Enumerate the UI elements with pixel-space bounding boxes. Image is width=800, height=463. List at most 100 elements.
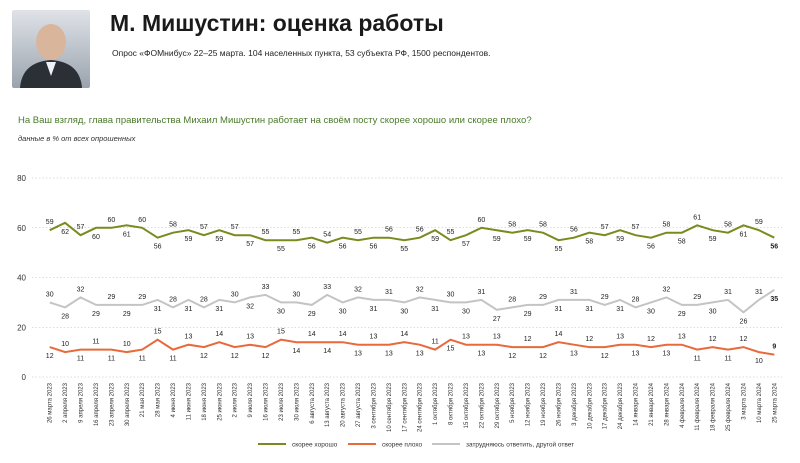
x-tick-label: 16 апреля 2023 <box>94 382 100 426</box>
x-tick-label: 6 августа 2023 <box>310 382 316 423</box>
data-label: 15 <box>154 329 162 336</box>
data-label: 13 <box>185 334 193 341</box>
data-label: 59 <box>616 236 624 243</box>
series-line <box>49 338 775 356</box>
data-label: 28 <box>169 296 177 303</box>
data-label: 11 <box>77 356 84 363</box>
data-label: 58 <box>678 239 686 246</box>
data-label: 56 <box>570 227 578 234</box>
x-tick-label: 3 декабря 2023 <box>572 382 578 426</box>
data-label: 56 <box>339 244 347 251</box>
data-label: 29 <box>123 311 131 318</box>
x-tick-label: 14 января 2024 <box>634 382 640 426</box>
data-label: 31 <box>555 306 563 313</box>
data-label: 29 <box>524 311 532 318</box>
data-label: 30 <box>447 291 455 298</box>
data-label: 10 <box>755 358 763 365</box>
data-label: 58 <box>169 222 177 229</box>
data-label: 30 <box>400 308 408 315</box>
data-label: 60 <box>138 217 146 224</box>
data-label: 12 <box>524 336 532 343</box>
data-label: 31 <box>477 289 485 296</box>
x-tick-label: 25 марта 2024 <box>772 382 778 423</box>
data-label: 30 <box>647 308 655 315</box>
data-label: 29 <box>92 311 100 318</box>
data-label: 30 <box>46 291 54 298</box>
data-label: 57 <box>200 224 208 231</box>
data-label: 55 <box>555 246 563 253</box>
data-label: 32 <box>354 286 362 293</box>
x-tick-label: 21 мая 2023 <box>140 382 146 417</box>
x-tick-label: 17 декабря 2023 <box>603 382 609 429</box>
data-label: 35 <box>770 296 778 303</box>
chart-note: данные в % от всех опрошенных <box>18 134 136 143</box>
x-tick-label: 10 сентября 2023 <box>387 382 393 432</box>
data-label: 12 <box>508 353 516 360</box>
data-label: 29 <box>693 294 701 301</box>
data-label: 30 <box>277 308 285 315</box>
data-label: 14 <box>323 348 331 355</box>
x-tick-label: 2 июля 2023 <box>233 382 239 417</box>
x-tick-label: 15 октября 2023 <box>464 382 470 428</box>
data-label: 31 <box>185 306 193 313</box>
data-label: 58 <box>539 222 547 229</box>
data-label: 61 <box>693 214 701 221</box>
data-label: 56 <box>154 244 162 251</box>
x-tick-label: 3 сентября 2023 <box>371 382 377 428</box>
data-label: 28 <box>632 296 640 303</box>
data-label: 31 <box>370 306 378 313</box>
x-tick-label: 10 декабря 2023 <box>587 382 593 429</box>
data-label: 11 <box>724 356 731 363</box>
data-label: 56 <box>385 227 393 234</box>
data-label: 11 <box>694 356 701 363</box>
data-label: 12 <box>601 353 609 360</box>
x-tick-label: 4 февраля 2024 <box>680 382 686 428</box>
x-tick-label: 30 апреля 2023 <box>125 382 131 426</box>
data-label: 31 <box>385 289 393 296</box>
data-label: 14 <box>292 348 300 355</box>
data-label: 12 <box>539 353 547 360</box>
data-label: 13 <box>678 334 686 341</box>
data-label: 55 <box>400 246 408 253</box>
data-label: 13 <box>477 351 485 358</box>
data-label: 14 <box>555 331 563 338</box>
data-label: 11 <box>139 356 146 363</box>
data-label: 60 <box>477 217 485 224</box>
x-tick-label: 4 июня 2023 <box>171 382 177 417</box>
x-tick-label: 28 января 2024 <box>664 382 670 426</box>
data-label: 55 <box>292 229 300 236</box>
data-label: 31 <box>755 289 763 296</box>
data-label: 15 <box>277 329 285 336</box>
x-tick-label: 19 ноября 2023 <box>541 382 547 426</box>
data-label: 59 <box>524 236 532 243</box>
data-label: 57 <box>231 224 239 231</box>
y-tick-label: 40 <box>17 274 26 283</box>
y-tick-label: 80 <box>17 174 26 183</box>
data-label: 10 <box>61 341 69 348</box>
data-label: 27 <box>493 316 501 323</box>
data-label: 12 <box>647 336 655 343</box>
x-tick-label: 12 ноября 2023 <box>526 382 532 426</box>
y-tick-label: 60 <box>17 224 26 233</box>
x-tick-label: 9 июля 2023 <box>248 382 254 417</box>
data-label: 31 <box>570 289 578 296</box>
data-label: 13 <box>354 351 362 358</box>
data-label: 14 <box>400 331 408 338</box>
chart-title: На Ваш взгляд, глава правительства Михаи… <box>18 115 532 126</box>
data-label: 11 <box>92 339 99 346</box>
data-label: 29 <box>308 311 316 318</box>
data-label: 32 <box>77 286 85 293</box>
x-tick-label: 1 октября 2023 <box>433 382 439 425</box>
x-tick-label: 24 декабря 2023 <box>618 382 624 429</box>
data-label: 14 <box>308 331 316 338</box>
data-label: 58 <box>662 222 670 229</box>
data-label: 59 <box>755 219 763 226</box>
data-label: 60 <box>92 234 100 241</box>
x-tick-label: 2 апреля 2023 <box>63 382 69 422</box>
data-label: 54 <box>323 232 331 239</box>
x-tick-label: 23 апреля 2023 <box>109 382 115 426</box>
data-label: 31 <box>585 306 593 313</box>
data-label: 12 <box>46 353 54 360</box>
data-label: 55 <box>447 229 455 236</box>
